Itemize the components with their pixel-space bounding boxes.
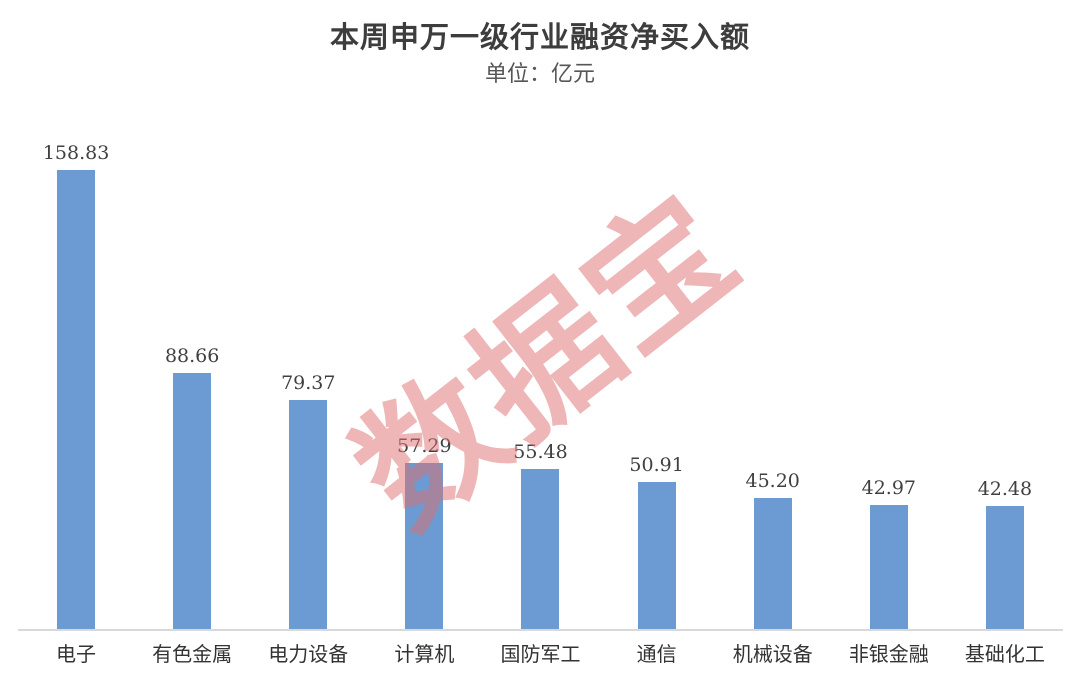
bar-column: 158.83	[18, 100, 134, 629]
bar	[869, 505, 908, 629]
category-label: 计算机	[394, 642, 455, 666]
category-label: 非银金融	[848, 642, 929, 666]
category-label: 有色金属	[152, 642, 233, 666]
chart-title: 本周申万一级行业融资净买入额	[329, 20, 750, 54]
category-label: 通信	[636, 642, 677, 666]
plot-area: 158.83 88.66 79.37 57.29 55.48 50.91 45.20 42.9…	[18, 100, 1063, 631]
bar-value-label: 158.83	[42, 142, 110, 164]
bar	[521, 469, 560, 629]
bar-value-label: 57.29	[397, 435, 452, 457]
bar-value-label: 88.66	[164, 345, 220, 367]
category-label: 电力设备	[268, 642, 349, 666]
bar-column: 42.97	[831, 100, 947, 629]
bar-column: 88.66	[134, 100, 250, 629]
bar	[985, 506, 1024, 629]
bar	[405, 463, 444, 629]
bar-value-label: 42.48	[977, 478, 1033, 500]
bar-column: 45.20	[715, 100, 831, 629]
category-label: 机械设备	[732, 642, 813, 666]
category-axis: 电子 有色金属 电力设备 计算机 国防军工 通信 机械设备 非银金融 基础化工	[18, 638, 1063, 667]
bar-column: 79.37	[250, 100, 366, 629]
bar-value-label: 50.91	[629, 454, 684, 476]
bar	[753, 498, 792, 629]
bar-value-label: 79.37	[281, 372, 336, 394]
category-label: 基础化工	[964, 642, 1045, 666]
bar-column: 50.91	[599, 100, 715, 629]
bar-value-label: 42.97	[861, 477, 917, 499]
bar-value-label: 45.20	[745, 470, 800, 492]
bar	[289, 400, 328, 629]
bar	[57, 170, 96, 629]
bar	[637, 482, 676, 629]
bar-value-label: 55.48	[513, 441, 568, 463]
category-label: 国防军工	[500, 642, 581, 666]
bar-column: 42.48	[947, 100, 1063, 629]
bar-column: 55.48	[482, 100, 598, 629]
bar-column: 57.29	[366, 100, 482, 629]
chart-subtitle: 单位：亿元	[484, 62, 595, 87]
bar	[173, 373, 212, 629]
category-label: 电子	[56, 642, 97, 666]
